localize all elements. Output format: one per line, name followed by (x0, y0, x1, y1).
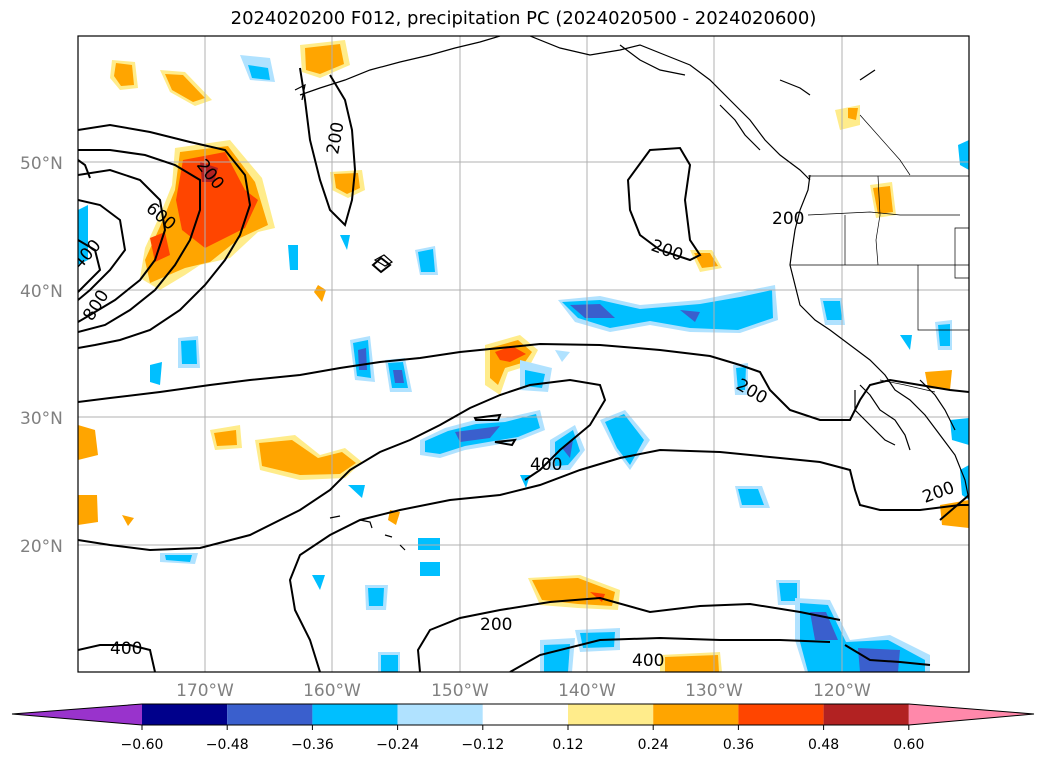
lat-label-20n: 20°N (20, 537, 63, 557)
political-borders (790, 114, 969, 393)
colorbar-tick-label: 0.12 (552, 737, 583, 753)
colorbar-tick-label: −0.12 (461, 737, 504, 753)
colorbar-tick-label: −0.36 (291, 737, 334, 753)
colorbar-segment (227, 704, 313, 725)
lon-label-150w: 150°W (431, 681, 489, 701)
map-title: 2024020200 F012, precipitation PC (20240… (230, 8, 817, 29)
contour-label: 400 (110, 639, 142, 659)
colorbar-segment (482, 704, 568, 725)
lon-label-170w: 170°W (176, 681, 234, 701)
colorbar-segment (823, 704, 909, 725)
colorbar-tick-label: −0.48 (206, 737, 249, 753)
precipitation-fill-layer (78, 40, 969, 672)
colorbar-extend-low (12, 704, 142, 725)
contour-label: 400 (530, 455, 562, 475)
colorbar-tick-label: 0.24 (638, 737, 669, 753)
lon-label-140w: 140°W (558, 681, 616, 701)
colorbar-tick-label: 0.36 (723, 737, 754, 753)
lon-label-130w: 130°W (685, 681, 743, 701)
colorbar-tick-label: 0.60 (893, 737, 924, 753)
lat-label-40n: 40°N (20, 282, 63, 302)
contour-label: 400 (632, 651, 664, 671)
colorbar-tick-label: 0.48 (808, 737, 839, 753)
graticule (78, 36, 969, 672)
colorbar: −0.60 −0.48 −0.36 −0.24 −0.12 0.12 0.24 … (11, 703, 1035, 753)
colorbar-tick-label: −0.24 (376, 737, 419, 753)
colorbar-segment (653, 704, 739, 725)
lon-label-160w: 160°W (303, 681, 361, 701)
colorbar-tick-label: −0.60 (121, 737, 164, 753)
colorbar-extend-high (908, 704, 1034, 725)
colorbar-segment (142, 704, 228, 725)
contour-label: 200 (480, 615, 512, 635)
map-frame (77, 35, 970, 673)
colorbar-ticks (141, 725, 910, 730)
lon-label-120w: 120°W (813, 681, 871, 701)
colorbar-segment (312, 704, 398, 725)
colorbar-segment (397, 704, 483, 725)
colorbar-segment (738, 704, 824, 725)
lat-label-30n: 30°N (20, 409, 63, 429)
coastlines (294, 36, 969, 551)
contour-label: 200 (772, 209, 804, 229)
lat-label-50n: 50°N (20, 154, 63, 174)
height-contours (78, 67, 969, 672)
colorbar-segment (568, 704, 654, 725)
